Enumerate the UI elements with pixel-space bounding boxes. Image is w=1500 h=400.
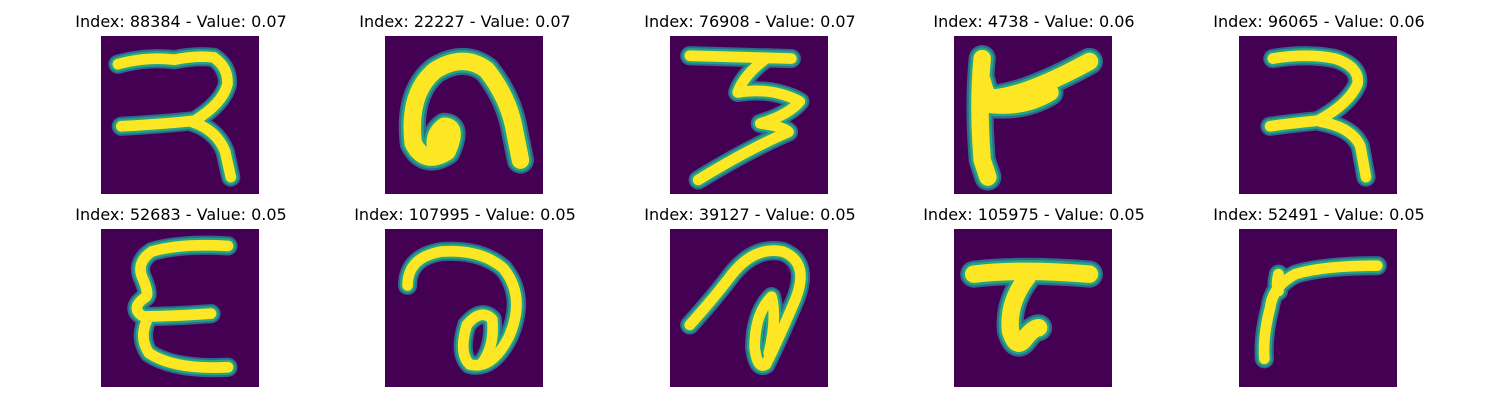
panel-title: Index: 76908 - Value: 0.07	[644, 12, 856, 31]
panel-title: Index: 4738 - Value: 0.06	[933, 12, 1135, 31]
panel-title: Index: 52491 - Value: 0.05	[1213, 205, 1425, 224]
glyph-three-icon	[670, 36, 828, 194]
glyph-hook-icon	[1239, 229, 1397, 387]
panel-title: Index: 105975 - Value: 0.05	[923, 205, 1145, 224]
glyph-curl-icon	[385, 229, 543, 387]
panel-8: Index: 39127 - Value: 0.05	[620, 203, 880, 387]
glyph-ra-bold-icon	[1239, 36, 1397, 194]
panel-10: Index: 52491 - Value: 0.05	[1189, 203, 1449, 387]
glyph-ra-icon	[101, 36, 259, 194]
panel-title: Index: 39127 - Value: 0.05	[644, 205, 856, 224]
glyph-curl-slant-icon	[670, 229, 828, 387]
panel-title: Index: 88384 - Value: 0.07	[75, 12, 287, 31]
panel-title: Index: 107995 - Value: 0.05	[354, 205, 576, 224]
glyph-loop-icon	[385, 36, 543, 194]
panel-title: Index: 96065 - Value: 0.06	[1213, 12, 1425, 31]
glyph-ta-icon	[954, 229, 1112, 387]
panel-4: Index: 4738 - Value: 0.06	[904, 10, 1164, 194]
panel-6: Index: 52683 - Value: 0.05	[51, 203, 311, 387]
panel-title: Index: 22227 - Value: 0.07	[359, 12, 571, 31]
panel-7: Index: 107995 - Value: 0.05	[335, 203, 595, 387]
panel-2: Index: 22227 - Value: 0.07	[335, 10, 595, 194]
panel-5: Index: 96065 - Value: 0.06	[1189, 10, 1449, 194]
panel-9: Index: 105975 - Value: 0.05	[904, 203, 1164, 387]
panel-1: Index: 88384 - Value: 0.07	[51, 10, 311, 194]
panel-3: Index: 76908 - Value: 0.07	[620, 10, 880, 194]
panel-title: Index: 52683 - Value: 0.05	[75, 205, 287, 224]
glyph-e-icon	[101, 229, 259, 387]
glyph-flag-icon	[954, 36, 1112, 194]
